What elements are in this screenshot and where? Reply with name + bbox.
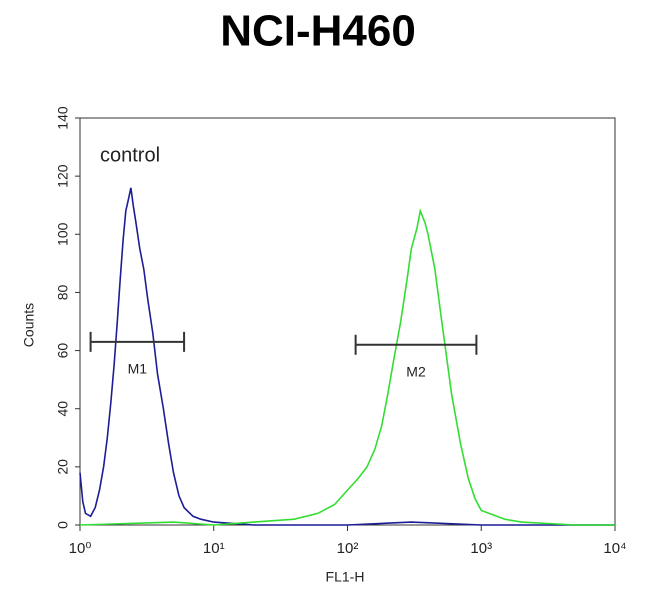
y-axis-label: Counts [21,303,37,347]
y-tick-label: 120 [55,164,71,188]
series-line [79,208,615,526]
y-tick-label: 0 [55,521,71,529]
series-line [79,187,615,526]
marker-label: M2 [406,363,426,379]
plot-frame [79,117,616,526]
x-tick-label: 10¹ [203,540,225,557]
y-tick-label: 80 [55,284,71,300]
marker-label: M1 [128,361,148,377]
y-tick-label: 100 [55,222,71,246]
x-tick-label: 10⁴ [603,540,626,557]
y-tick-label: 60 [55,343,71,359]
x-tick-label: 10⁰ [69,540,92,557]
x-tick-label: 10² [337,540,359,557]
y-tick-label: 40 [55,401,71,417]
y-tick-label: 140 [55,106,71,130]
x-tick-label: 10³ [470,540,492,557]
series-label: control [100,144,160,166]
x-axis-label: FL1-H [326,569,365,585]
y-tick-label: 20 [55,459,71,475]
chart-title: NCI-H460 [220,7,416,56]
